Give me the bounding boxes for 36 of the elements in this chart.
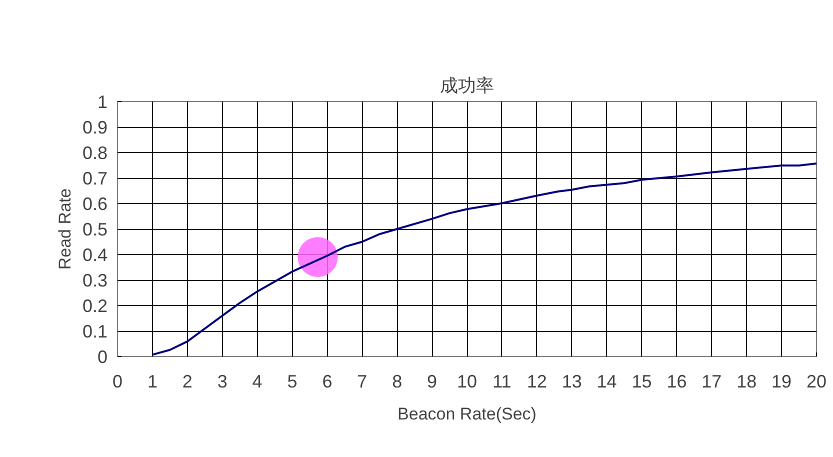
x-axis-title: Beacon Rate(Sec)	[398, 404, 536, 424]
x-tick-label: 18	[736, 372, 757, 392]
x-tick-label: 11	[492, 372, 512, 392]
x-tick-label: 15	[632, 372, 652, 392]
x-tick-label: 14	[596, 372, 617, 392]
chart-title: 成功率	[440, 76, 494, 96]
x-tick-label: 5	[287, 372, 298, 392]
y-tick-label: 0.9	[82, 118, 108, 138]
x-tick-label: 3	[217, 372, 228, 392]
x-tick-label: 2	[182, 372, 192, 392]
x-tick-label: 19	[772, 372, 792, 392]
y-tick-label: 0	[97, 347, 108, 367]
y-tick-label: 0.1	[82, 322, 108, 342]
y-tick-label: 0.5	[82, 220, 108, 240]
y-tick-label: 0.2	[82, 296, 108, 316]
x-tick-label: 4	[252, 372, 262, 392]
x-tick-label: 1	[147, 372, 158, 392]
y-tick-label: 0.7	[82, 168, 108, 188]
y-tick-label: 0.4	[82, 245, 108, 265]
y-tick-label: 0.6	[82, 194, 108, 214]
x-tick-label: 9	[427, 372, 438, 392]
line-series	[151, 162, 818, 356]
x-tick-label: 6	[322, 372, 332, 392]
x-tick-label: 20	[806, 372, 827, 392]
x-tick-label: 12	[526, 372, 547, 392]
y-axis-title: Read Rate	[55, 188, 74, 270]
x-tick-label: 13	[562, 372, 582, 392]
y-tick-label: 1	[97, 92, 108, 112]
x-tick-label: 16	[666, 372, 687, 392]
x-tick-label: 10	[456, 372, 478, 392]
y-tick-label: 0.8	[82, 143, 108, 163]
y-tick-label: 0.3	[82, 270, 108, 290]
x-tick-label: 0	[112, 372, 123, 392]
x-tick-label: 8	[392, 372, 402, 392]
x-tick-label: 17	[702, 372, 722, 392]
x-tick-label: 7	[357, 372, 368, 392]
